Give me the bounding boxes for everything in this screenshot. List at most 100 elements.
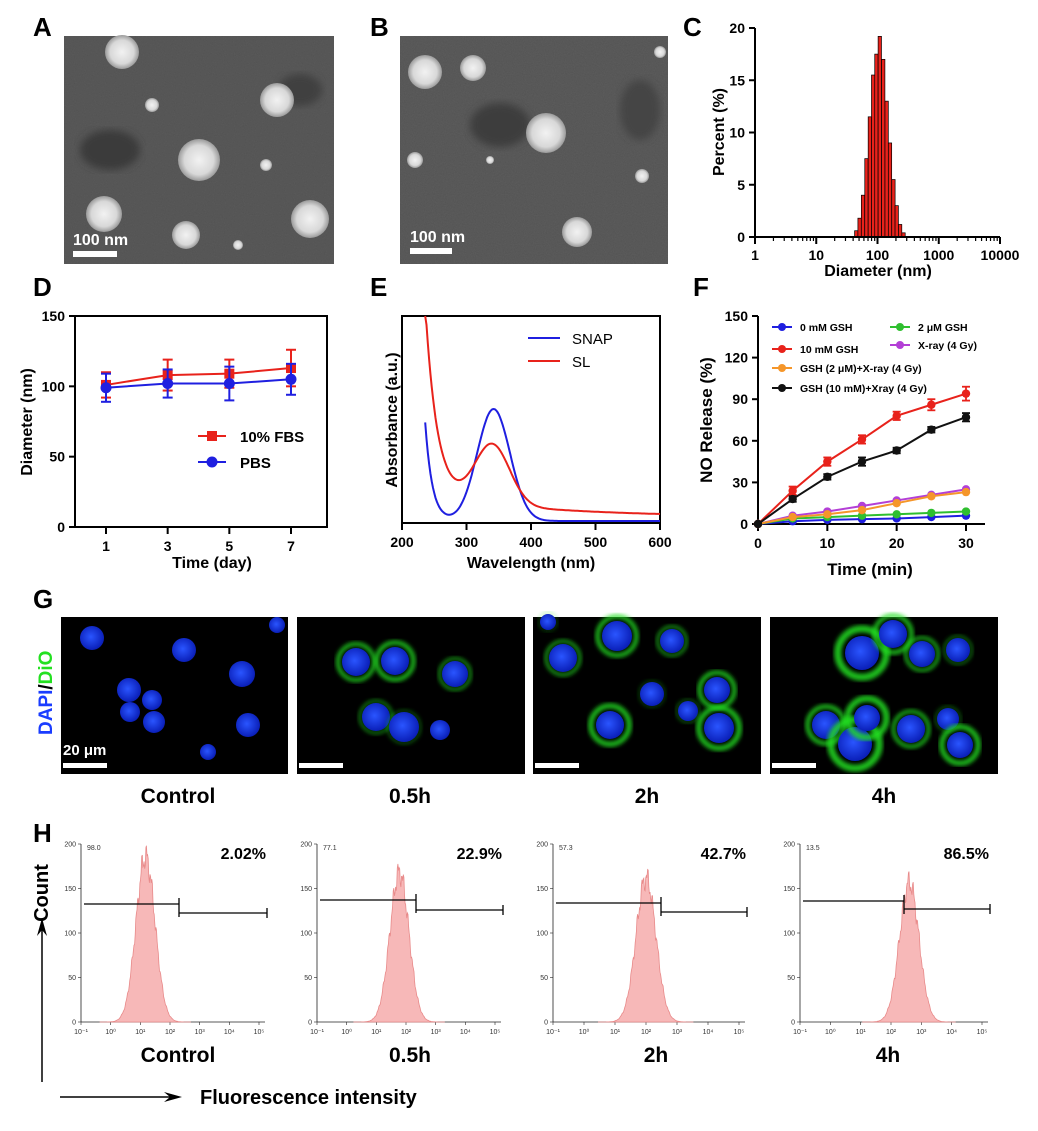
h-x-tick-label: 10⁻¹: [310, 1029, 324, 1036]
c-y-axis-label: Percent (%): [711, 88, 728, 176]
chart-f: 0 30 60 90 120 150 0 10 20 30 0 mM GSH 2 μM GSH 10…: [697, 308, 985, 579]
h-x-tick-label: 10¹: [610, 1029, 621, 1036]
nanoparticle: [233, 240, 243, 250]
h-x-tick-label: 10²: [165, 1029, 176, 1036]
nanoparticle: [178, 139, 220, 181]
d-y-tick-label: 50: [49, 449, 65, 465]
h-x-tick-label: 10⁵: [977, 1029, 988, 1036]
d-x-tick-label: 7: [287, 538, 295, 554]
flow-histogram-area: [353, 863, 445, 1023]
d-point-pbs: [100, 382, 112, 394]
f-x-tick-label: 10: [820, 535, 836, 551]
c-bar: [887, 142, 893, 238]
g-caption-0-5h: 0.5h: [389, 785, 431, 808]
f-point: [823, 457, 832, 466]
h-caption-control: Control: [141, 1044, 216, 1067]
d-y-tick-label: 150: [42, 308, 66, 324]
h-percent-positive: 86.5%: [944, 846, 989, 863]
cell-nucleus: [946, 638, 970, 662]
h-x-tick-label: 10⁴: [460, 1029, 471, 1036]
nanoparticle: [86, 196, 122, 232]
d-point-pbs: [162, 378, 174, 390]
h-x-tick-label: 10²: [641, 1029, 652, 1036]
e-y-axis-label: Absorbance (a.u.): [384, 352, 401, 487]
c-bar: [898, 224, 903, 238]
c-bar: [874, 53, 879, 238]
e-x-tick-label: 300: [455, 534, 479, 550]
g-caption-control: Control: [141, 785, 216, 808]
cell-nucleus: [937, 708, 959, 730]
d-x-axis-label: Time (day): [172, 555, 252, 572]
cell-nucleus: [200, 744, 216, 760]
d-x-tick-label: 5: [225, 538, 233, 554]
f-y-tick-label: 120: [725, 350, 749, 366]
f-point: [788, 494, 797, 504]
h-y-tick-label: 0: [72, 1020, 76, 1027]
f-legend-entry: 10 mM GSH: [800, 344, 858, 356]
chart-d: 0 50 100 150 1 3 5 7 10% FBS PBS Diameter (nm)…: [19, 308, 328, 572]
f-x-tick-label: 20: [889, 535, 905, 551]
f-point: [892, 499, 901, 508]
c-x-tick-label: 100: [866, 247, 890, 263]
nanoparticle: [408, 55, 442, 89]
h-gate-left-value: 98.0: [87, 845, 101, 852]
flow-histogram-area: [598, 868, 694, 1023]
h-x-tick-label: 10²: [886, 1029, 897, 1036]
cell-nucleus: [640, 682, 664, 706]
d-series-line: [105, 367, 292, 386]
h-x-tick-label: 10⁻¹: [793, 1029, 807, 1036]
h-y-tick-label: 200: [64, 842, 76, 849]
cell-nucleus: [678, 701, 698, 721]
d-point-pbs: [223, 378, 235, 390]
f-point: [961, 507, 971, 516]
h-y-tick-label: 150: [536, 886, 548, 893]
e-x-tick-label: 500: [584, 534, 608, 550]
flow-histogram-area: [862, 871, 956, 1023]
c-x-tick-label: 10: [808, 247, 824, 263]
cell-nucleus: [602, 621, 632, 651]
c-y-tick-label: 20: [729, 20, 745, 36]
h-y-tick-label: 150: [64, 886, 76, 893]
c-y-tick-label: 10: [729, 125, 745, 141]
h-caption-4h: 4h: [876, 1044, 901, 1067]
c-bar: [867, 116, 872, 238]
e-series-sl: [424, 315, 661, 515]
f-x-tick-label: 30: [958, 535, 974, 551]
f-x-axis-label: Time (min): [827, 560, 913, 579]
nanoparticle: [460, 55, 486, 81]
cell-nucleus: [142, 690, 162, 710]
d-legend-pbs: PBS: [240, 455, 271, 472]
cell-nucleus: [947, 732, 973, 758]
h-x-tick-label: 10³: [916, 1029, 927, 1036]
f-point: [961, 487, 971, 497]
h-x-tick-label: 10⁻¹: [546, 1029, 560, 1036]
c-bar: [860, 194, 866, 238]
cell-nucleus: [120, 702, 140, 722]
cell-nucleus: [143, 711, 165, 733]
f-point: [961, 389, 971, 398]
f-legend-entry: 0 mM GSH: [800, 322, 853, 334]
h-x-axis-label: Fluorescence intensity: [200, 1087, 418, 1109]
c-bar: [857, 217, 862, 238]
cell-nucleus: [909, 641, 935, 667]
f-legend-entry: 2 μM GSH: [918, 322, 968, 334]
d-legend-fbs: 10% FBS: [240, 429, 304, 446]
d-legend-marker-pbs: [206, 456, 218, 468]
h-y-tick-label: 150: [783, 886, 795, 893]
e-x-tick-label: 600: [648, 534, 672, 550]
nanoparticle: [526, 113, 566, 153]
cell-nucleus: [879, 620, 907, 648]
flow-histogram-area: [99, 845, 191, 1023]
stain-label-dapi: DAPI: [36, 690, 57, 735]
h-x-tick-label: 10⁰: [341, 1028, 352, 1036]
h-y-tick-label: 100: [64, 931, 76, 938]
h-gate-left-value: 57.3: [559, 845, 573, 852]
c-bar: [871, 74, 876, 238]
h-x-tick-label: 10²: [401, 1029, 412, 1036]
f-point: [927, 425, 936, 434]
h-y-tick-label: 0: [544, 1020, 548, 1027]
h-gate-left-value: 13.5: [806, 845, 820, 852]
h-y-tick-label: 50: [540, 975, 548, 982]
cell-nucleus: [381, 647, 409, 675]
nanoparticle: [407, 152, 423, 168]
